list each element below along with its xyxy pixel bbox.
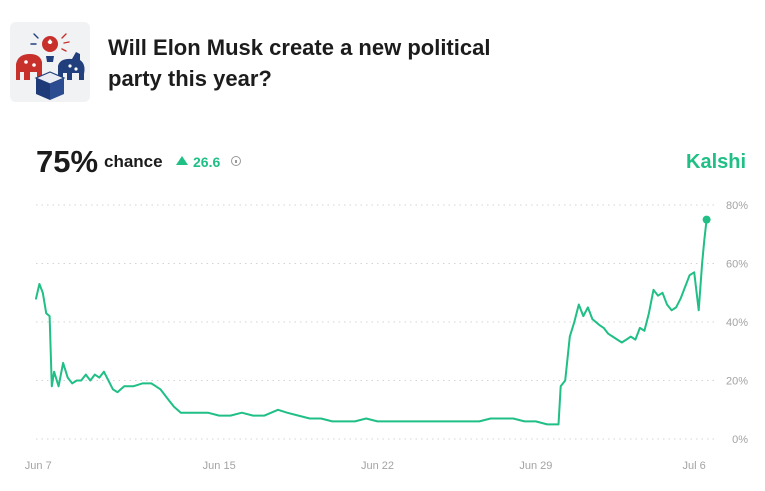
- probability-chart[interactable]: 0%20%40%60%80% Jun 7 Jun 15 Jun 22 Jun 29 Ju…: [0, 195, 765, 485]
- elephant-icon: [16, 54, 42, 80]
- current-value-marker: [702, 215, 711, 224]
- up-arrow-icon: [176, 156, 188, 165]
- y-tick-label: 20%: [726, 376, 748, 388]
- series-line: [35, 218, 708, 426]
- probability-summary: 75% chance 26.6: [36, 144, 736, 180]
- y-tick-label: 0%: [732, 434, 748, 446]
- info-circle-icon[interactable]: [231, 156, 241, 166]
- elephant-donkey-ballot-box-icon: [16, 33, 85, 100]
- x-tick-label: Jun 7: [25, 460, 52, 472]
- market-header: Will Elon Musk create a new political pa…: [10, 22, 750, 104]
- y-tick-label: 60%: [726, 259, 748, 271]
- x-tick-label: Jun 22: [361, 460, 394, 472]
- y-tick-label: 40%: [726, 317, 748, 329]
- y-tick-label: 80%: [726, 200, 748, 212]
- x-axis-ticks: Jun 7 Jun 15 Jun 22 Jun 29 Jul 6: [25, 460, 706, 472]
- kalshi-logo[interactable]: Kalshi: [686, 151, 747, 173]
- chart-grid: [36, 204, 715, 440]
- x-tick-label: Jun 29: [519, 460, 552, 472]
- chance-label: chance: [104, 152, 163, 171]
- chance-delta: 26.6: [193, 154, 221, 170]
- x-tick-label: Jul 6: [683, 460, 706, 472]
- chance-value: 75%: [36, 144, 99, 179]
- market-title: Will Elon Musk create a new political pa…: [108, 35, 491, 91]
- x-tick-label: Jun 15: [203, 460, 236, 472]
- market-logo[interactable]: [10, 22, 90, 102]
- y-axis-ticks: 0% 20% 40% 60% 80%: [726, 200, 748, 446]
